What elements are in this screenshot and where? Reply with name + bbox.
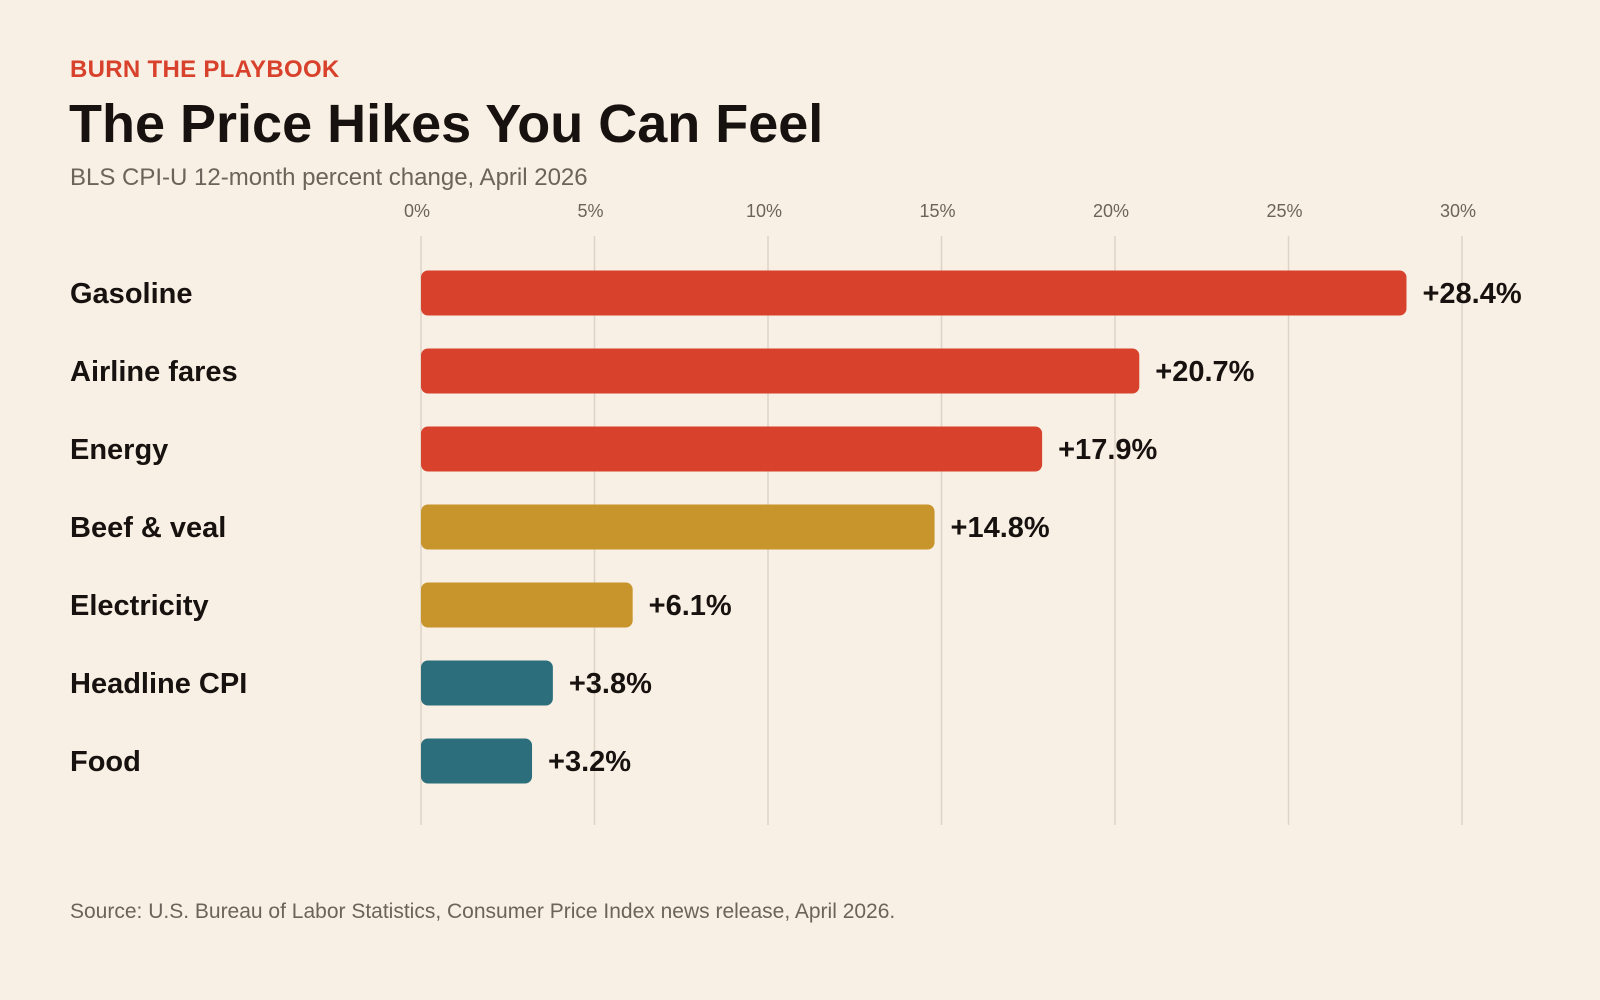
source-note: Source: U.S. Bureau of Labor Statistics,… [70,900,896,923]
category-label: Gasoline [70,278,193,310]
bar [421,426,1043,472]
x-axis-ticks: 0% 5% 10% 15% 20% 25% 30% [404,201,1476,221]
bar [421,738,533,784]
chart-title: The Price Hikes You Can Feel [69,94,824,154]
category-label: Airline fares [70,356,238,388]
x-tick-label: 10% [746,201,782,221]
value-label: +3.2% [548,746,631,778]
x-tick-label: 5% [577,201,603,221]
value-label: +3.8% [569,668,652,700]
category-label: Electricity [70,590,209,622]
category-labels: Gasoline Airline fares Energy Beef & veal El… [70,278,247,778]
value-label: +20.7% [1155,356,1254,388]
chart-kicker: BURN THE PLAYBOOK [70,56,340,83]
bars [421,270,1407,784]
gridlines [420,236,1463,825]
x-tick-label: 25% [1266,201,1302,221]
x-tick-label: 30% [1440,201,1476,221]
category-label: Energy [70,434,168,466]
bar [421,660,553,706]
value-label: +6.1% [649,590,732,622]
bar [421,348,1140,394]
value-label: +14.8% [951,512,1050,544]
value-label: +28.4% [1422,278,1521,310]
bar [421,582,633,628]
x-tick-label: 0% [404,201,430,221]
category-label: Beef & veal [70,512,226,544]
value-label: +17.9% [1058,434,1157,466]
category-label: Food [70,746,141,778]
value-labels: +28.4% +20.7% +17.9% +14.8% +6.1% +3.8% +3.2% [548,278,1522,778]
bar [421,270,1407,316]
chart-subtitle: BLS CPI-U 12-month percent change, April… [70,164,588,191]
x-tick-label: 15% [919,201,955,221]
bar [421,504,935,550]
category-label: Headline CPI [70,668,247,700]
bar-chart: 0% 5% 10% 15% 20% 25% 30% Gasoline Airline fare… [70,201,1522,825]
x-tick-label: 20% [1093,201,1129,221]
